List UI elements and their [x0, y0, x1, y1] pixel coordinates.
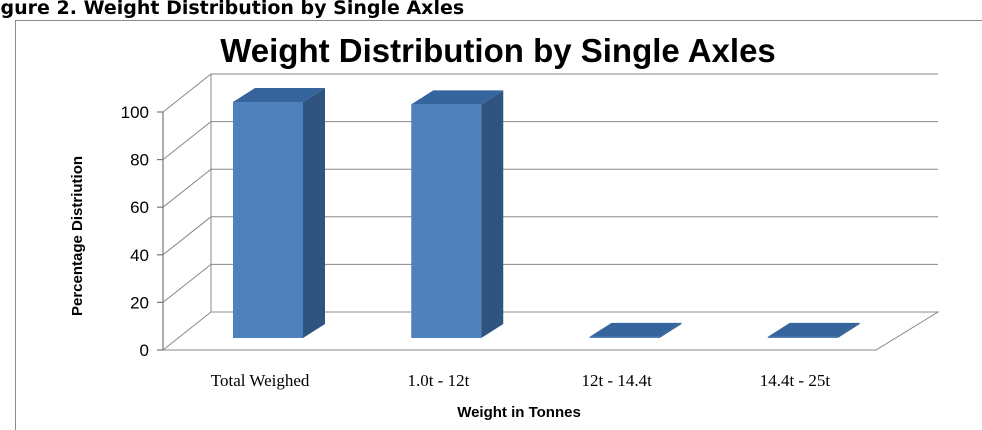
- y-tick-label: 100: [121, 103, 149, 122]
- bar-side: [303, 88, 325, 338]
- bar-side: [659, 322, 682, 338]
- x-category-label: 1.0t - 12t: [407, 371, 469, 390]
- bar-top: [767, 322, 860, 337]
- y-tick-labels: 0 20 40 60 80 100: [121, 103, 149, 360]
- bar-front: [589, 336, 660, 338]
- x-axis-title: Weight in Tonnes: [457, 404, 581, 421]
- bar: [767, 322, 860, 338]
- y-axis-title: Percentage Distriution: [69, 156, 86, 316]
- bar-front: [233, 102, 303, 338]
- chart-title: Weight Distribution by Single Axles: [220, 32, 776, 69]
- y-tick-label: 60: [130, 198, 149, 217]
- bar: [411, 90, 504, 338]
- bar-front: [767, 336, 838, 338]
- bar-top: [589, 322, 682, 337]
- y-tick-label: 0: [140, 341, 149, 360]
- x-category-label: 12t - 14.4t: [581, 371, 652, 390]
- y-tick-label: 20: [130, 293, 149, 312]
- y-tick-label: 80: [130, 151, 149, 170]
- bar-top: [233, 88, 325, 102]
- y-axis: [157, 111, 164, 351]
- x-category-label: 14.4t - 25t: [760, 371, 831, 390]
- bar-top: [411, 90, 504, 105]
- bar-front: [411, 104, 482, 338]
- bars: [233, 88, 860, 338]
- y-tick-label: 40: [130, 246, 149, 265]
- x-category-label: Total Weighed: [211, 371, 310, 390]
- figure-caption: igure 2. Weight Distribution by Single A…: [0, 0, 464, 19]
- bar: [589, 322, 682, 338]
- x-category-labels: Total Weighed 1.0t - 12t 12t - 14.4t 14.4t …: [211, 371, 831, 390]
- bar-side: [837, 322, 860, 338]
- bar: [233, 88, 325, 338]
- bar-side: [481, 90, 504, 338]
- gridlines: [162, 73, 940, 351]
- floor-outline: [162, 311, 940, 351]
